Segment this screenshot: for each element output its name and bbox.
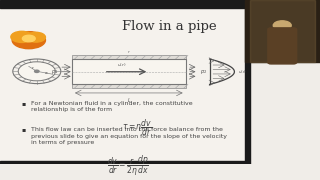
Bar	[0, 161, 245, 164]
Bar	[72, 55, 186, 59]
FancyBboxPatch shape	[268, 28, 297, 64]
Bar	[245, 0, 320, 62]
Bar	[245, 0, 250, 164]
Text: ▪: ▪	[22, 127, 26, 132]
Circle shape	[273, 21, 291, 30]
Text: $u(r)$: $u(r)$	[117, 61, 127, 68]
Bar	[72, 59, 186, 84]
Text: $L$: $L$	[127, 96, 131, 104]
Text: r: r	[128, 50, 130, 54]
Text: a: a	[45, 71, 48, 75]
Text: This flow law can be inserted into the force balance from the
previous slide to : This flow law can be inserted into the f…	[31, 127, 227, 145]
Circle shape	[22, 35, 35, 42]
Text: ▪: ▪	[22, 101, 26, 106]
Text: $p_1$: $p_1$	[51, 68, 58, 76]
Text: $\tau = \eta \dfrac{dv}{dr}$: $\tau = \eta \dfrac{dv}{dr}$	[123, 118, 153, 138]
Bar	[0, 0, 245, 8]
Bar	[0, 0, 245, 164]
Circle shape	[11, 31, 33, 42]
Circle shape	[26, 32, 45, 42]
Circle shape	[35, 70, 39, 73]
Circle shape	[12, 32, 45, 49]
Text: For a Newtonian fluid in a cylinder, the constitutive
relationship is of the for: For a Newtonian fluid in a cylinder, the…	[31, 101, 192, 112]
Text: $u(r)$: $u(r)$	[238, 68, 247, 75]
Bar	[250, 0, 315, 62]
Text: r: r	[32, 66, 34, 70]
Text: $p_2$: $p_2$	[199, 68, 207, 76]
Circle shape	[18, 62, 55, 81]
Bar	[72, 84, 186, 88]
Text: $\dfrac{dv}{dr} = \dfrac{r}{2\eta}\dfrac{dp}{dx}$: $\dfrac{dv}{dr} = \dfrac{r}{2\eta}\dfrac…	[107, 154, 149, 179]
Text: Flow in a pipe: Flow in a pipe	[122, 20, 216, 33]
